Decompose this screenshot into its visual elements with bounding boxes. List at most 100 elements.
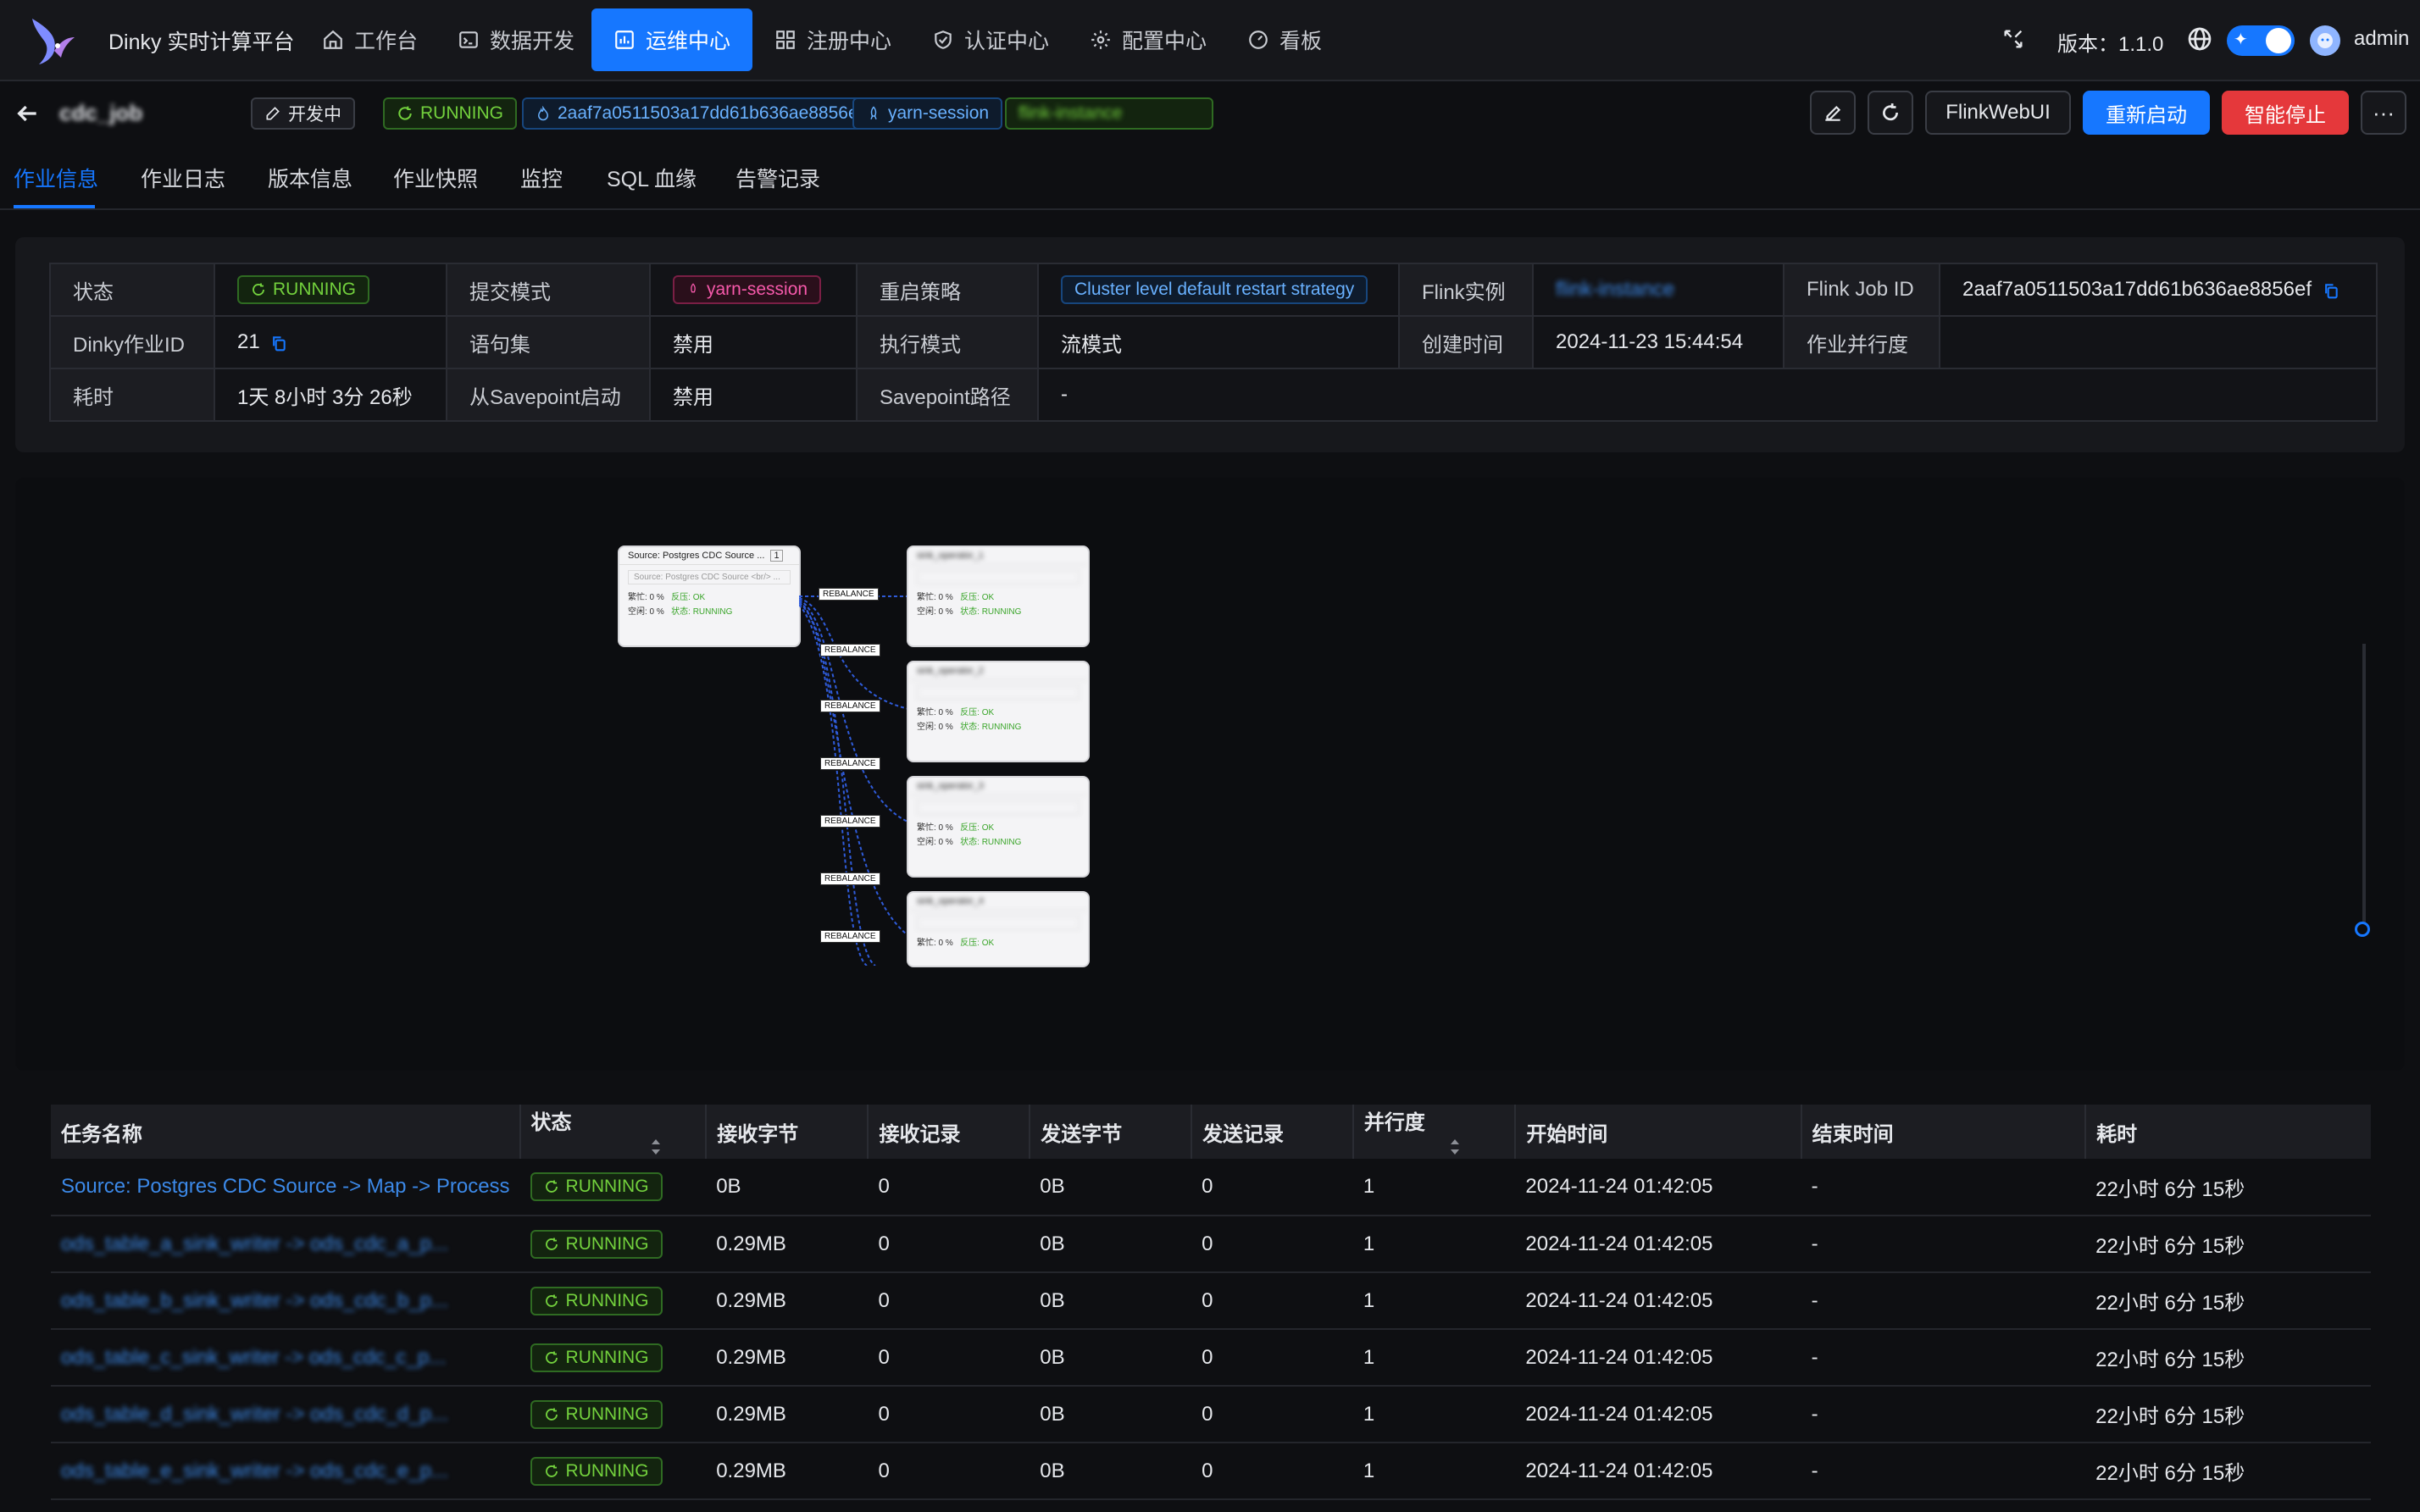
col-parallelism[interactable]: 并行度	[1352, 1105, 1517, 1159]
tab-job-log[interactable]: 作业日志	[141, 168, 226, 191]
copy-icon[interactable]	[2323, 281, 2340, 300]
value-job-parallelism	[1939, 315, 2378, 369]
table-cell: 0	[868, 1159, 1030, 1216]
zoom-slider-track[interactable]	[2362, 644, 2366, 932]
zoom-slider-handle[interactable]	[2355, 922, 2370, 937]
task-name-link[interactable]: ods_table_a_sink_writer -> ods_cdc_a_p..…	[51, 1216, 520, 1273]
tab-job-snapshot[interactable]: 作业快照	[393, 168, 479, 191]
node-stats: 繁忙: 0 % 反压: OK	[628, 593, 706, 602]
sparkle-icon: ✦	[2234, 30, 2248, 49]
version-label: 版本：1.1.0	[2057, 33, 2164, 56]
shield-icon	[935, 30, 952, 49]
table-cell: 22小时 6分 15秒	[2085, 1386, 2371, 1443]
job-description-table: 状态 RUNNING 提交模式 yarn-session 重启策略 Cluste…	[49, 263, 2378, 422]
table-cell: -	[1801, 1272, 2086, 1330]
table-cell: 0	[1191, 1272, 1353, 1330]
sync-icon	[545, 1465, 558, 1477]
value-created-time: 2024-11-23 15:44:54	[1532, 315, 1784, 369]
sink-operator-node[interactable]: sink_operator_1 繁忙: 0 % 反压: OK 空闲: 0 % 状…	[908, 547, 1088, 645]
home-icon	[324, 30, 342, 49]
tab-monitor[interactable]: 监控	[520, 168, 563, 191]
sink-operator-node[interactable]: sink_operator_2 繁忙: 0 % 反压: OK 空闲: 0 % 状…	[908, 662, 1088, 761]
smart-stop-button[interactable]: 智能停止	[2222, 91, 2349, 135]
node-subtitle	[917, 916, 1080, 930]
table-cell: 22小时 6分 15秒	[2085, 1443, 2371, 1500]
copy-icon[interactable]	[270, 334, 287, 352]
nav-item-ops-center[interactable]: 运维中心	[591, 8, 753, 71]
table-cell: 0	[1191, 1443, 1353, 1500]
value-flink-instance[interactable]: flink-instance	[1532, 263, 1784, 317]
nav-item-data-dev[interactable]: 数据开发	[436, 8, 597, 71]
fullscreen-icon[interactable]	[2001, 27, 2025, 51]
sort-icon[interactable]	[650, 1138, 662, 1156]
more-button[interactable]: ···	[2361, 91, 2406, 135]
dashboard-icon	[615, 30, 634, 49]
grid-icon	[776, 30, 795, 49]
table-cell: 22小时 6分 15秒	[2085, 1329, 2371, 1387]
status-badge: RUNNING	[530, 1399, 663, 1429]
task-name-link[interactable]: ods_table_b_sink_writer -> ods_cdc_b_p..…	[51, 1272, 520, 1330]
task-status: RUNNING	[519, 1329, 707, 1387]
tab-sql-lineage[interactable]: SQL 血缘	[607, 168, 697, 191]
rocket-icon	[691, 283, 696, 293]
col-start-time: 开始时间	[1515, 1105, 1802, 1159]
table-cell: 2024-11-24 01:42:05	[1515, 1272, 1801, 1330]
table-cell: 0.29MB	[706, 1272, 869, 1330]
source-operator-node[interactable]: Source: Postgres CDC Source ... 1 Source…	[619, 547, 799, 645]
label-created-time: 创建时间	[1398, 315, 1534, 369]
nav-item-board[interactable]: 看板	[1225, 8, 1344, 71]
globe-icon[interactable]	[2186, 25, 2213, 53]
edit-button[interactable]	[1810, 91, 1856, 135]
job-id-tag[interactable]: 2aaf7a0511503a17dd61b636ae8856ef	[522, 97, 877, 130]
flink-webui-button[interactable]: FlinkWebUI	[1925, 91, 2071, 135]
refresh-button[interactable]	[1868, 91, 1913, 135]
status-badge: RUNNING	[530, 1343, 663, 1372]
nav-item-workbench[interactable]: 工作台	[300, 8, 440, 71]
task-name-link[interactable]: ods_table_e_sink_writer -> ods_cdc_e_p..…	[51, 1443, 520, 1500]
tab-alert-records[interactable]: 告警记录	[735, 168, 821, 191]
nav-item-config[interactable]: 配置中心	[1068, 8, 1229, 71]
task-status: RUNNING	[519, 1443, 707, 1500]
table-cell: 0B	[1030, 1216, 1192, 1273]
mode-tag: yarn-session	[852, 97, 1003, 130]
table-cell: 1	[1352, 1443, 1516, 1500]
col-sent-bytes: 发送字节	[1030, 1105, 1193, 1159]
user-name[interactable]: admin	[2354, 27, 2410, 50]
col-received-records: 接收记录	[868, 1105, 1031, 1159]
node-stats: 空闲: 0 % 状态: RUNNING	[628, 607, 733, 617]
edge-label: REBALANCE	[820, 700, 880, 712]
task-name-link[interactable]: Source: Postgres CDC Source -> Map -> Pr…	[51, 1159, 520, 1216]
tab-version-info[interactable]: 版本信息	[268, 168, 353, 191]
sort-icon[interactable]	[1449, 1138, 1461, 1156]
job-graph-panel[interactable]: Source: Postgres CDC Source ... 1 Source…	[15, 478, 2405, 1071]
back-arrow-icon[interactable]	[14, 100, 41, 127]
gauge-icon	[1249, 30, 1268, 49]
table-cell: 0B	[706, 1159, 869, 1216]
nav-item-registry[interactable]: 注册中心	[752, 8, 913, 71]
edge-label: REBALANCE	[820, 872, 880, 885]
col-status[interactable]: 状态	[519, 1105, 708, 1159]
restart-button[interactable]: 重新启动	[2083, 91, 2210, 135]
table-cell: -	[1801, 1386, 2086, 1443]
fire-icon	[537, 106, 549, 121]
dev-status-tag: 开发中	[251, 97, 355, 130]
table-cell: 0	[1191, 1159, 1353, 1216]
task-name-link[interactable]: ods_table_c_sink_writer -> ods_cdc_c_p..…	[51, 1329, 520, 1387]
ellipsis-icon: ···	[2373, 99, 2395, 125]
task-name-link[interactable]: ods_table_d_sink_writer -> ods_cdc_d_p..…	[51, 1386, 520, 1443]
col-end-time: 结束时间	[1801, 1105, 2087, 1159]
nav-item-auth[interactable]: 认证中心	[910, 8, 1071, 71]
refresh-icon	[1883, 103, 1898, 121]
table-cell: 0	[868, 1386, 1030, 1443]
theme-toggle[interactable]: ✦	[2227, 25, 2295, 56]
sink-operator-node[interactable]: sink_operator_4 繁忙: 0 % 反压: OK	[908, 893, 1088, 966]
edge	[799, 601, 924, 944]
dinky-logo-icon	[32, 19, 75, 64]
label-statement-set: 语句集	[446, 315, 651, 369]
table-cell: 0B	[1030, 1159, 1192, 1216]
tab-job-info[interactable]: 作业信息	[14, 168, 99, 191]
status-badge: RUNNING	[530, 1286, 663, 1315]
sink-operator-node[interactable]: sink_operator_3 繁忙: 0 % 反压: OK 空闲: 0 % 状…	[908, 778, 1088, 876]
status-badge: RUNNING	[530, 1172, 663, 1201]
avatar[interactable]	[2310, 25, 2340, 56]
